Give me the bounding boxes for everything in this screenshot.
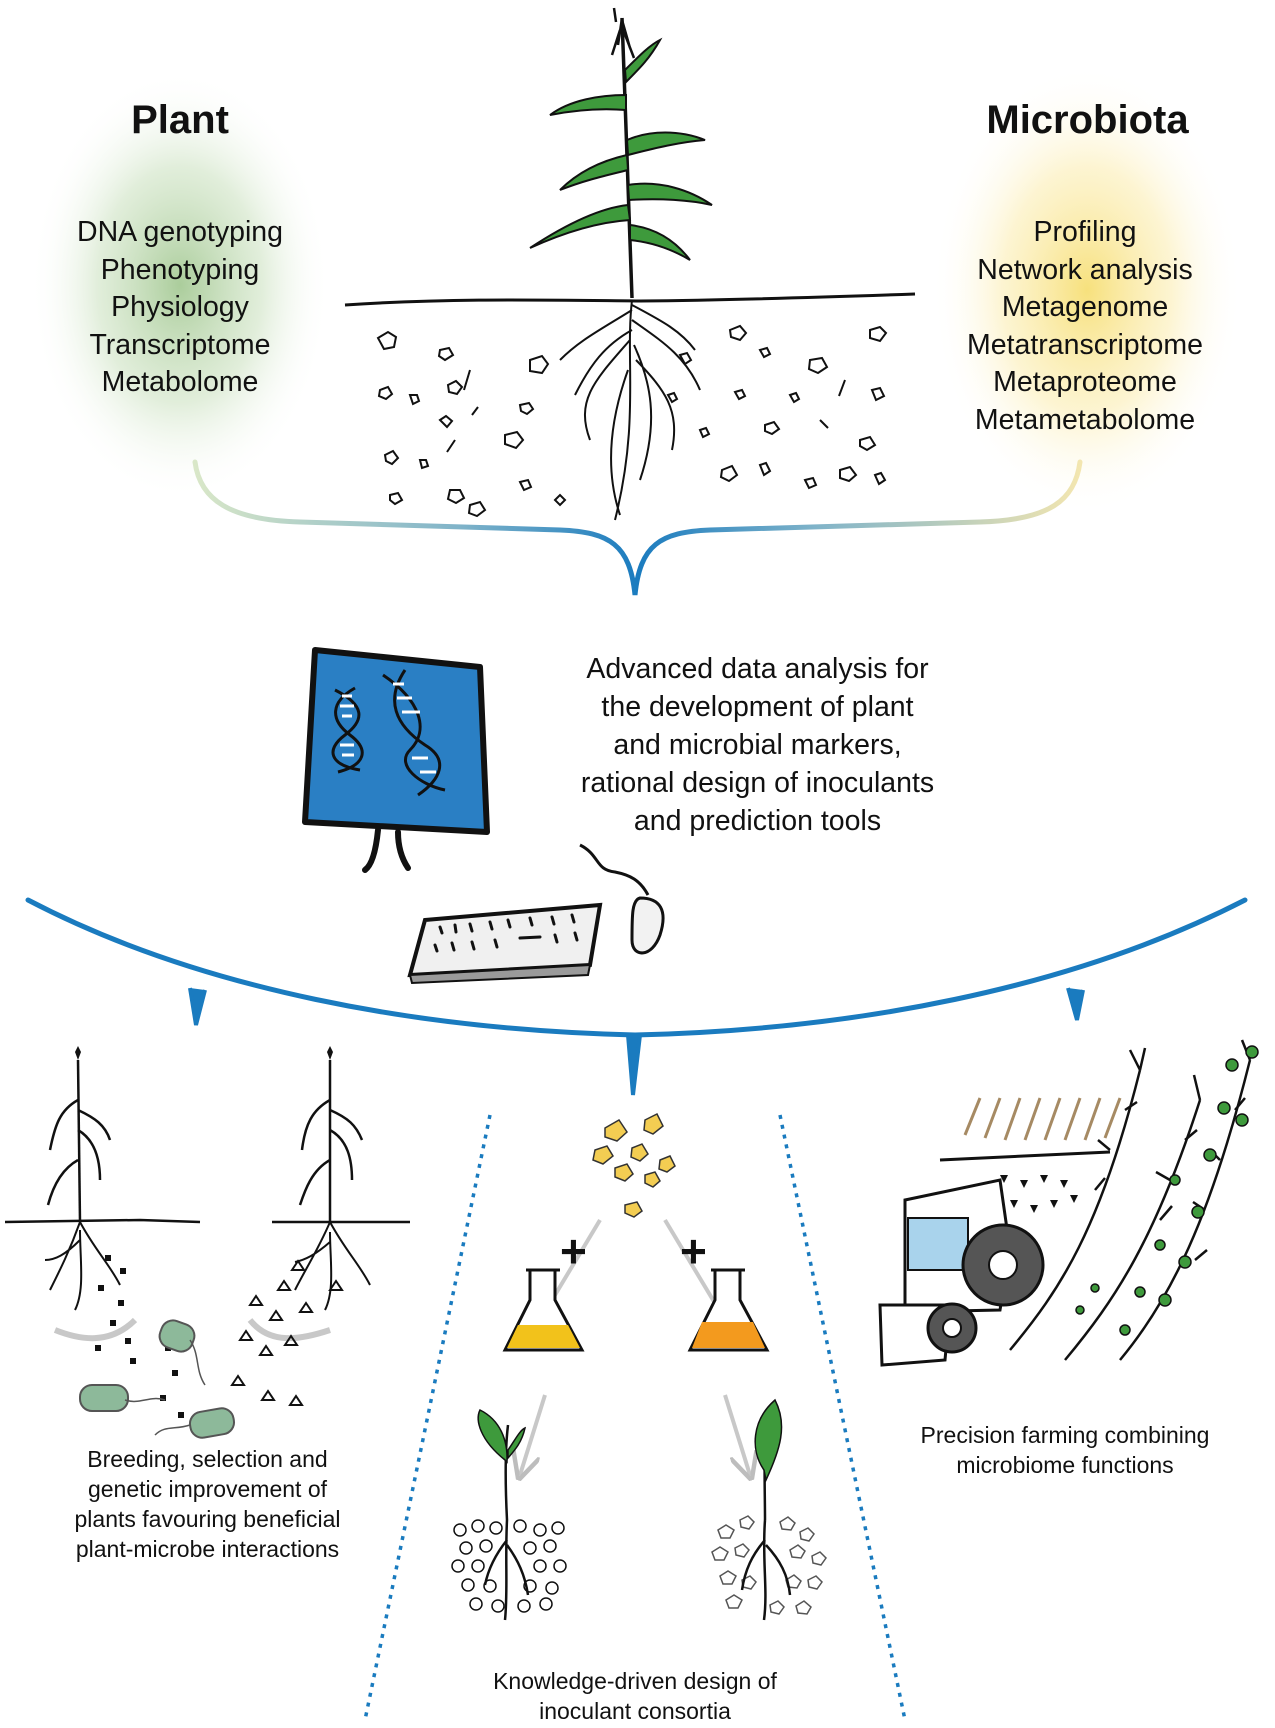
list-item: Network analysis bbox=[977, 253, 1193, 286]
list-item: Metametabolome bbox=[974, 403, 1196, 436]
inoculant-caption: Knowledge-driven design of inoculant con… bbox=[493, 1668, 777, 1724]
list-item: Phenotyping bbox=[100, 253, 260, 286]
top-brace bbox=[192, 459, 1083, 596]
breeding-caption: Breeding, selection and genetic improvem… bbox=[74, 1446, 341, 1562]
divider-left bbox=[363, 1114, 492, 1721]
list-item: Physiology bbox=[111, 291, 249, 323]
plus-sign: + bbox=[680, 1225, 707, 1277]
plant-glow bbox=[30, 70, 330, 500]
divider-right bbox=[778, 1114, 907, 1721]
plant-omics-list: DNA genotyping Phenotyping Physiology Tr… bbox=[40, 214, 320, 402]
inoculant-illustration bbox=[451, 1112, 827, 1621]
dna-helix-icon bbox=[382, 669, 446, 797]
list-item: DNA genotyping bbox=[77, 216, 283, 248]
list-item: Metatranscriptome bbox=[966, 328, 1203, 361]
flask-icon bbox=[502, 1268, 585, 1352]
list-item: Profiling bbox=[1033, 216, 1137, 248]
precision-caption: Precision farming combining microbiome f… bbox=[920, 1422, 1210, 1478]
maize-plant-illustration bbox=[344, 7, 916, 521]
microbiota-heading: Microbiota bbox=[986, 98, 1189, 142]
list-item: Transcriptome bbox=[89, 328, 271, 361]
list-item: Metabolome bbox=[101, 366, 259, 398]
list-item: Metagenome bbox=[1001, 291, 1169, 323]
dna-helix-icon bbox=[331, 686, 364, 774]
breeding-illustration bbox=[4, 1046, 410, 1439]
flask-icon bbox=[687, 1268, 770, 1352]
list-item: Metaproteome bbox=[993, 366, 1177, 398]
plant-heading: Plant bbox=[131, 98, 229, 142]
microbiota-omics-list: Profiling Network analysis Metagenome Me… bbox=[945, 214, 1225, 439]
tractor-window bbox=[907, 1217, 969, 1271]
tractor-illustration bbox=[878, 1039, 1259, 1367]
analysis-text: Advanced data analysis for the developme… bbox=[580, 653, 935, 837]
plus-sign: + bbox=[560, 1225, 587, 1277]
computer-illustration bbox=[302, 647, 665, 985]
microbiota-glow bbox=[932, 65, 1242, 515]
